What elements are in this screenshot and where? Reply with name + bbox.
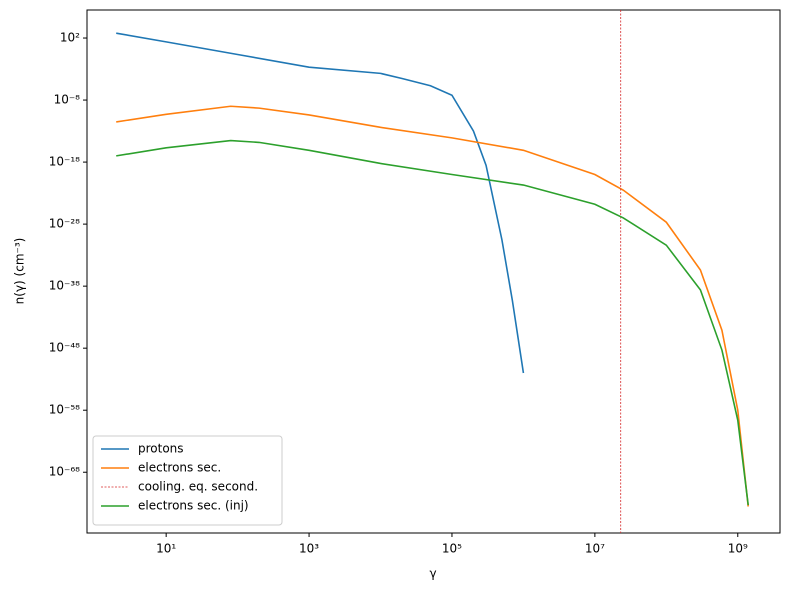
x-tick-label: 10⁹ bbox=[728, 542, 748, 556]
line-series bbox=[116, 139, 750, 506]
x-tick-label: 10⁵ bbox=[442, 542, 462, 556]
y-tick-label: 10⁻⁸ bbox=[54, 93, 81, 107]
y-tick-label: 10⁻³⁸ bbox=[49, 279, 80, 293]
legend-label: electrons sec. (inj) bbox=[138, 499, 249, 513]
line-series bbox=[116, 32, 525, 374]
plot-frame bbox=[86, 9, 781, 534]
y-tick-label: 10⁻¹⁸ bbox=[49, 155, 80, 169]
y-tick-label: 10⁻²⁸ bbox=[49, 217, 80, 231]
x-tick-label: 10⁷ bbox=[585, 542, 605, 556]
x-tick-label: 10³ bbox=[299, 542, 319, 556]
y-tick-label: 10⁻⁶⁸ bbox=[49, 465, 80, 479]
x-axis-label: γ bbox=[429, 567, 436, 581]
y-axis-label: n(γ) (cm⁻³) bbox=[13, 238, 27, 305]
legend-label: protons bbox=[138, 442, 184, 456]
legend-box bbox=[92, 435, 283, 526]
line-series bbox=[116, 105, 750, 507]
legend-label: cooling. eq. second. bbox=[138, 480, 258, 494]
legend-label: electrons sec. bbox=[138, 461, 221, 475]
y-tick-label: 10² bbox=[60, 31, 80, 45]
y-tick-label: 10⁻⁵⁸ bbox=[49, 403, 80, 417]
x-tick-label: 10¹ bbox=[156, 542, 176, 556]
y-tick-label: 10⁻⁴⁸ bbox=[49, 341, 80, 355]
